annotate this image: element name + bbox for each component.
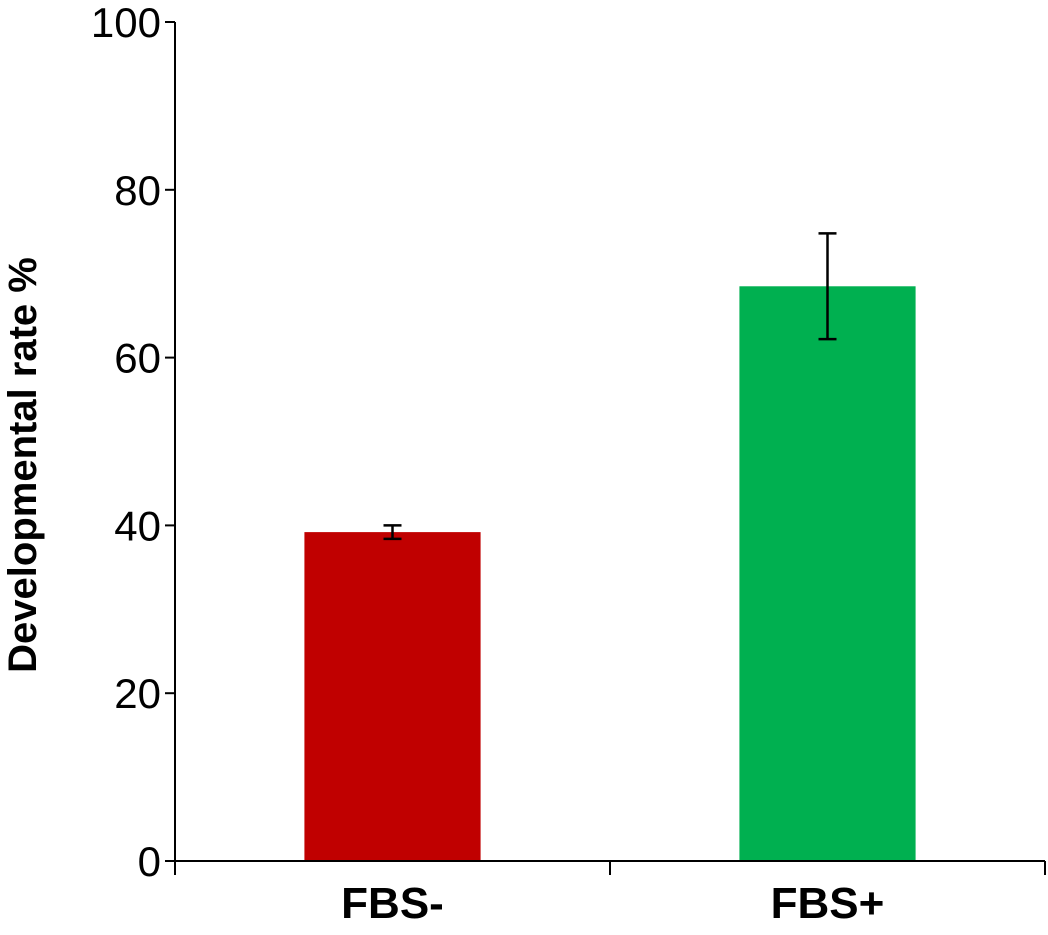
error-bar-FBS- bbox=[383, 524, 402, 541]
y-tick-label: 80 bbox=[114, 167, 161, 214]
x-tick-label: FBS+ bbox=[771, 879, 885, 928]
y-tick-label: 100 bbox=[91, 0, 161, 46]
bar-FBS- bbox=[304, 532, 481, 861]
y-tick-label: 60 bbox=[114, 335, 161, 382]
x-tick-label: FBS- bbox=[341, 879, 444, 928]
error-bars bbox=[383, 232, 837, 541]
y-tick-label: 40 bbox=[114, 502, 161, 549]
y-tick-label: 0 bbox=[138, 838, 161, 885]
y-axis-title: Developmental rate % bbox=[1, 257, 45, 673]
y-tick-label: 20 bbox=[114, 670, 161, 717]
error-bar-FBS+ bbox=[818, 232, 837, 341]
x-axis-labels: FBS- FBS+ bbox=[341, 879, 884, 928]
bar-FBS+ bbox=[739, 286, 916, 861]
bars bbox=[304, 286, 916, 861]
x-axis-ticks bbox=[174, 861, 1046, 875]
y-axis-ticks: 0 20 40 60 80 100 bbox=[91, 0, 175, 885]
